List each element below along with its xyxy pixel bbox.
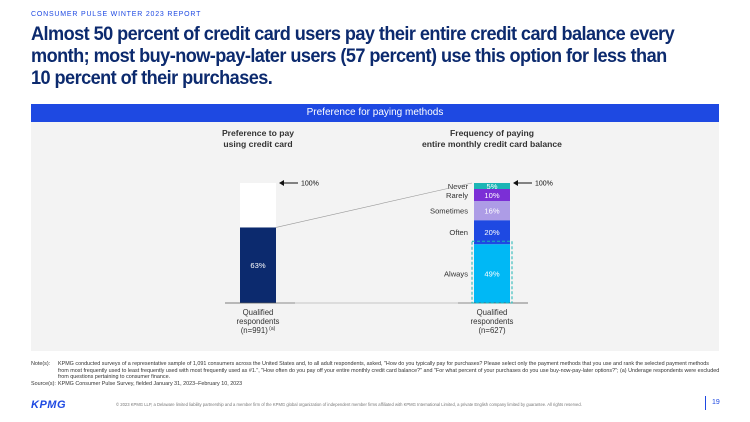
- chart-title: entire monthly credit card balance: [422, 139, 562, 149]
- bar-segment: [474, 201, 510, 221]
- bar-segment: [474, 244, 510, 303]
- category-label: respondents: [471, 317, 514, 326]
- sources-label: Source(s):: [31, 380, 56, 387]
- category-label: Qualified: [243, 308, 274, 317]
- segment-name-label: Never: [448, 182, 469, 191]
- page-number: 19: [712, 399, 720, 406]
- panel-title: Preference for paying methods: [31, 104, 719, 122]
- legal-text: © 2023 KPMG LLP, a Delaware limited liab…: [116, 402, 582, 407]
- data-label: 49%: [484, 270, 499, 279]
- sources-text: KPMG Consumer Pulse Survey, fielded Janu…: [58, 380, 243, 387]
- total-arrow-head: [513, 180, 518, 186]
- kpmg-logo: KPMG: [31, 399, 66, 411]
- bar-segment: [240, 183, 276, 228]
- total-arrow-head: [279, 180, 284, 186]
- segment-name-label: Always: [444, 270, 468, 279]
- category-label: (n=627): [478, 326, 505, 335]
- bar-segment: [474, 189, 510, 201]
- category-label: respondents: [237, 317, 280, 326]
- data-label: 20%: [484, 228, 499, 237]
- bar-segment: [240, 227, 276, 303]
- connector-line: [275, 182, 473, 228]
- segment-name-label: Sometimes: [430, 207, 468, 216]
- notes-text: KPMG conducted surveys of a representati…: [58, 361, 720, 381]
- notes-block: Note(s): KPMG conducted surveys of a rep…: [31, 361, 721, 387]
- bar-segment: [474, 220, 510, 245]
- data-label: 5%: [487, 182, 498, 191]
- footer-divider: [705, 396, 706, 410]
- segment-name-label: Rarely: [446, 191, 468, 200]
- notes-label: Note(s):: [31, 361, 51, 367]
- chart-panel: [31, 122, 719, 351]
- report-kicker: CONSUMER PULSE WINTER 2023 REPORT: [31, 11, 202, 18]
- category-label: (n=991) (a): [241, 326, 276, 335]
- bar-segment: [474, 183, 510, 189]
- page-title: Almost 50 percent of credit card users p…: [31, 23, 675, 89]
- segment-name-label: Often: [449, 228, 468, 237]
- chart-title: using credit card: [223, 139, 292, 149]
- category-footnote: (a): [268, 326, 276, 332]
- total-label: 100%: [535, 181, 553, 188]
- chart-title: Frequency of paying: [450, 128, 534, 138]
- chart-title: Preference to pay: [222, 128, 294, 138]
- data-label: 63%: [250, 261, 265, 270]
- category-label: Qualified: [477, 308, 508, 317]
- highlight-outline: [471, 240, 513, 304]
- data-label: 16%: [484, 207, 499, 216]
- total-label: 100%: [301, 181, 319, 188]
- data-label: 10%: [484, 191, 499, 200]
